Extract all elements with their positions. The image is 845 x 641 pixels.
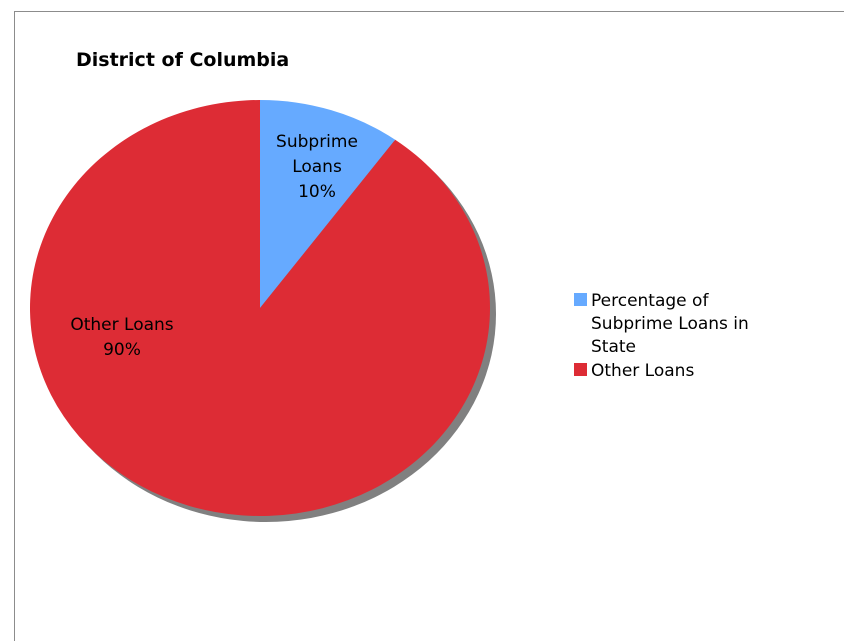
legend: Percentage of Subprime Loans in State Ot… <box>574 290 774 384</box>
pie-slice-subprime <box>260 100 396 308</box>
chart-title: District of Columbia <box>76 49 290 71</box>
legend-label-subprime: Percentage of Subprime Loans in State <box>591 291 749 357</box>
legend-item-subprime: Percentage of Subprime Loans in State <box>574 290 774 359</box>
legend-label-other: Other Loans <box>591 361 695 381</box>
legend-swatch-other <box>574 363 587 376</box>
slice-label-subprime: Subprime Loans 10% <box>276 132 358 202</box>
legend-swatch-subprime <box>574 293 587 306</box>
legend-item-other: Other Loans <box>574 360 774 383</box>
slice-label-other: Other Loans 90% <box>70 315 173 360</box>
pie-slice-other <box>30 100 491 516</box>
